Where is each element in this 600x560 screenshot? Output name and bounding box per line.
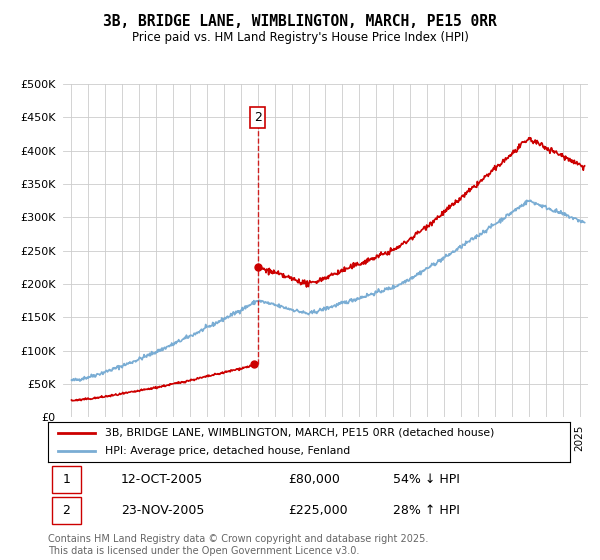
Text: 3B, BRIDGE LANE, WIMBLINGTON, MARCH, PE15 0RR (detached house): 3B, BRIDGE LANE, WIMBLINGTON, MARCH, PE1… <box>106 428 495 437</box>
Text: 54% ↓ HPI: 54% ↓ HPI <box>392 473 460 486</box>
FancyBboxPatch shape <box>52 466 81 493</box>
FancyBboxPatch shape <box>52 497 81 524</box>
Text: 2: 2 <box>254 111 262 124</box>
Text: 1: 1 <box>62 473 70 486</box>
Text: £225,000: £225,000 <box>288 504 348 517</box>
Text: 12-OCT-2005: 12-OCT-2005 <box>121 473 203 486</box>
Text: HPI: Average price, detached house, Fenland: HPI: Average price, detached house, Fenl… <box>106 446 350 456</box>
Text: 23-NOV-2005: 23-NOV-2005 <box>121 504 205 517</box>
Text: 2: 2 <box>62 504 70 517</box>
Text: Price paid vs. HM Land Registry's House Price Index (HPI): Price paid vs. HM Land Registry's House … <box>131 31 469 44</box>
Text: £80,000: £80,000 <box>288 473 340 486</box>
Text: 3B, BRIDGE LANE, WIMBLINGTON, MARCH, PE15 0RR: 3B, BRIDGE LANE, WIMBLINGTON, MARCH, PE1… <box>103 14 497 29</box>
Text: Contains HM Land Registry data © Crown copyright and database right 2025.
This d: Contains HM Land Registry data © Crown c… <box>48 534 428 556</box>
Text: 28% ↑ HPI: 28% ↑ HPI <box>392 504 460 517</box>
